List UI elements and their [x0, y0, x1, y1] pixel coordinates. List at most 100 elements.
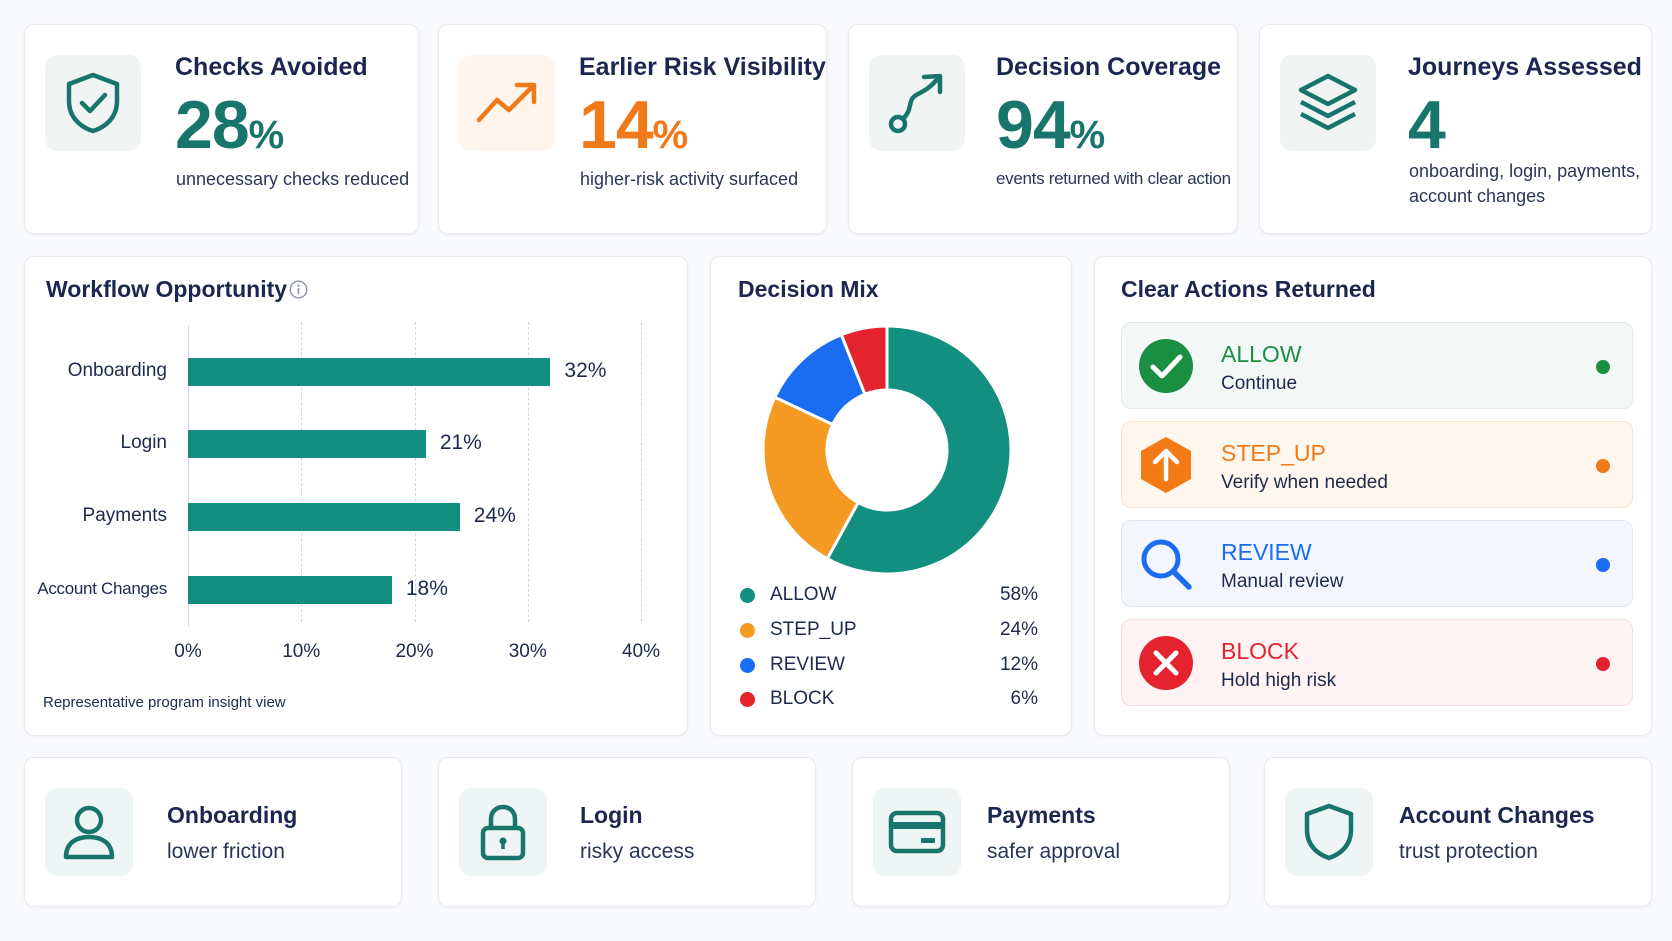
- status-dot: [1596, 558, 1610, 572]
- status-dot: [1596, 459, 1610, 473]
- legend-value: 12%: [999, 654, 1038, 675]
- donut-slice-allow[interactable]: [825, 324, 1013, 576]
- journey-title: Payments: [987, 802, 1096, 828]
- legend-swatch: [740, 658, 755, 673]
- workflow-opportunity-panel: [24, 256, 688, 736]
- chart-gridline: [641, 322, 642, 622]
- journey-subtitle: lower friction: [167, 840, 285, 863]
- action-review[interactable]: REVIEW Manual review: [1121, 520, 1633, 607]
- arrow-up-hexagon-icon: [1136, 435, 1196, 495]
- donut-slice-block[interactable]: [839, 324, 889, 397]
- journey-subtitle: trust protection: [1399, 840, 1538, 863]
- lock-icon: [459, 788, 547, 876]
- legend-item: BLOCK 6%: [740, 686, 1038, 714]
- bar-category-label: Login: [120, 432, 168, 453]
- journey-subtitle: risky access: [580, 840, 695, 863]
- shield-icon: [1285, 788, 1373, 876]
- trend-up-icon: [459, 55, 555, 151]
- panel-title: Clear Actions Returned: [1121, 276, 1376, 302]
- bar-category-label: Payments: [82, 505, 167, 526]
- x-tick-label: 10%: [282, 641, 321, 662]
- journey-title: Account Changes: [1399, 802, 1595, 828]
- legend-value: 24%: [999, 619, 1038, 640]
- kpi-value: 4: [1408, 87, 1446, 163]
- kpi-title: Checks Avoided: [175, 53, 368, 81]
- route-icon: [869, 55, 965, 151]
- chart-gridline: [527, 322, 529, 622]
- bar[interactable]: [188, 503, 460, 531]
- chart-gridline: [414, 322, 416, 622]
- bar[interactable]: [188, 358, 551, 386]
- search-icon: [1136, 534, 1196, 594]
- check-circle-icon: [1136, 336, 1196, 396]
- info-icon[interactable]: [289, 280, 308, 299]
- action-name: STEP_UP: [1221, 440, 1326, 466]
- x-tick-label: 20%: [395, 641, 434, 662]
- kpi-card-decision-coverage: Decision Coverage 94% events returned wi…: [848, 24, 1238, 234]
- journey-subtitle: safer approval: [987, 840, 1121, 863]
- journey-title: Login: [580, 802, 643, 828]
- action-allow[interactable]: ALLOW Continue: [1121, 322, 1633, 409]
- legend-label: STEP_UP: [770, 619, 857, 640]
- bar[interactable]: [188, 576, 392, 604]
- x-circle-icon: [1136, 633, 1196, 693]
- chart-y-axis: [188, 326, 189, 626]
- bar-category-label: Onboarding: [67, 360, 167, 381]
- donut-slice-step-up[interactable]: [761, 395, 861, 561]
- legend-swatch: [740, 623, 755, 638]
- journey-card-payments[interactable]: Payments safer approval: [852, 757, 1230, 907]
- journey-title: Onboarding: [167, 802, 298, 828]
- kpi-subtitle: unnecessary checks reduced: [176, 169, 410, 189]
- kpi-card-checks-avoided: Checks Avoided 28% unnecessary checks re…: [24, 24, 419, 234]
- kpi-title: Journeys Assessed: [1408, 53, 1642, 81]
- credit-card-icon: [873, 788, 961, 876]
- status-dot: [1596, 360, 1610, 374]
- action-description: Hold high risk: [1221, 670, 1337, 691]
- bar-value-label: 32%: [564, 359, 607, 382]
- status-dot: [1596, 657, 1610, 671]
- kpi-card-journeys-assessed: Journeys Assessed 4 onboarding, login, p…: [1259, 24, 1652, 234]
- bar-value-label: 21%: [439, 431, 482, 454]
- kpi-value: 14%: [579, 87, 689, 163]
- kpi-subtitle: higher-risk activity surfaced: [580, 169, 799, 189]
- x-tick-label: 40%: [621, 641, 661, 662]
- shield-check-icon: [45, 55, 141, 151]
- action-description: Verify when needed: [1221, 472, 1388, 493]
- legend-swatch: [740, 692, 755, 707]
- panel-title: Workflow Opportunity: [46, 276, 288, 302]
- kpi-title: Decision Coverage: [996, 53, 1222, 81]
- kpi-value: 94%: [996, 87, 1106, 163]
- chart-gridline: [301, 322, 303, 622]
- action-description: Manual review: [1221, 571, 1344, 592]
- panel-footnote: Representative program insight view: [43, 694, 286, 711]
- bar[interactable]: [188, 430, 426, 458]
- kpi-value: 28%: [175, 87, 285, 163]
- kpi-subtitle: events returned with clear action: [996, 169, 1231, 188]
- legend-swatch: [740, 588, 755, 603]
- kpi-title: Earlier Risk Visibility: [579, 53, 826, 81]
- journey-card-onboarding[interactable]: Onboarding lower friction: [24, 757, 402, 907]
- kpi-subtitle: onboarding, login, payments, account cha…: [1409, 161, 1641, 206]
- action-step-up[interactable]: STEP_UP Verify when needed: [1121, 421, 1633, 508]
- legend-item: STEP_UP 24%: [740, 617, 1038, 645]
- action-description: Continue: [1221, 373, 1298, 394]
- legend-item: ALLOW 58%: [740, 582, 1038, 610]
- journey-card-login[interactable]: Login risky access: [438, 757, 816, 907]
- action-name: BLOCK: [1221, 638, 1299, 664]
- journey-card-account-changes[interactable]: Account Changes trust protection: [1264, 757, 1652, 907]
- legend-label: ALLOW: [770, 584, 837, 605]
- x-tick-label: 0%: [174, 641, 202, 662]
- decision-mix-donut-chart: [761, 324, 1013, 576]
- action-block[interactable]: BLOCK Hold high risk: [1121, 619, 1633, 706]
- bar-category-label: Account Changes: [37, 579, 167, 598]
- legend-item: REVIEW 12%: [740, 652, 1038, 680]
- user-icon: [45, 788, 133, 876]
- action-name: ALLOW: [1221, 341, 1302, 367]
- bar-value-label: 24%: [473, 504, 516, 527]
- legend-label: REVIEW: [770, 654, 845, 675]
- legend-label: BLOCK: [770, 688, 835, 709]
- x-tick-label: 30%: [508, 641, 547, 662]
- legend-value: 6%: [1010, 688, 1038, 709]
- bar-value-label: 18%: [405, 577, 448, 600]
- layers-icon: [1280, 55, 1376, 151]
